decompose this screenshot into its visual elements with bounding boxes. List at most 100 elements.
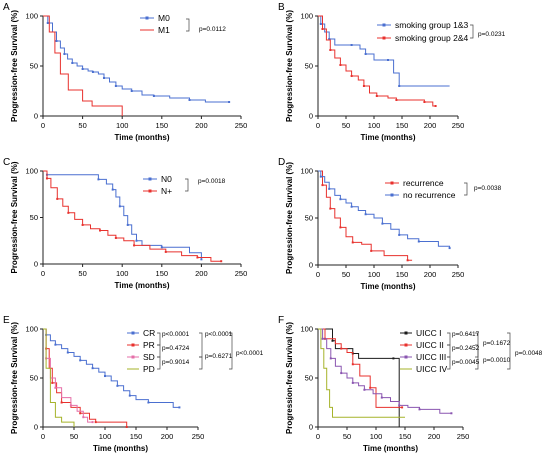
p-value-label: p=0.2452	[452, 345, 480, 352]
legend-label: recurrence	[403, 178, 444, 188]
panel-letter: B	[278, 2, 285, 13]
x-tick-label: 50	[70, 432, 78, 441]
censor-mark	[116, 384, 119, 387]
censor-mark	[118, 205, 121, 208]
censor-mark	[69, 404, 72, 407]
censor-mark	[82, 416, 85, 419]
legend-marker	[404, 343, 408, 347]
p-value-label: p<0.0001	[162, 331, 190, 338]
x-tick-label: 200	[424, 270, 437, 279]
legend-label: UICC I	[416, 328, 442, 338]
series-1-curve	[318, 328, 403, 408]
censor-mark	[130, 90, 133, 92]
censor-mark	[79, 412, 82, 415]
x-tick-label: 250	[452, 270, 465, 279]
censor-mark	[152, 95, 155, 97]
x-axis-title: Time (months)	[93, 444, 148, 453]
censor-mark	[362, 85, 365, 87]
censor-mark	[56, 197, 59, 200]
x-tick-label: 200	[161, 432, 174, 441]
p-value-bracket	[447, 356, 451, 370]
legend-label: smoking group 1&3	[395, 20, 469, 30]
p-value-label: p=0.0038	[474, 185, 502, 192]
censor-mark	[67, 211, 70, 214]
censor-mark	[321, 28, 324, 30]
censor-mark	[54, 343, 57, 346]
x-tick-label: 200	[195, 269, 208, 278]
censor-mark	[111, 188, 114, 191]
censor-mark	[328, 187, 331, 190]
x-tick-label: 150	[156, 269, 169, 278]
x-tick-label: 50	[78, 269, 86, 278]
censor-mark	[81, 68, 84, 70]
p-value-bracket	[229, 332, 233, 370]
censor-mark	[71, 62, 74, 64]
p-value-bracket	[470, 24, 474, 39]
censor-mark	[340, 372, 343, 375]
censor-mark	[370, 249, 373, 252]
censor-mark	[79, 359, 82, 362]
y-tick-label: 50	[30, 374, 38, 383]
legend-label: no recurrence	[403, 190, 456, 200]
x-tick-label: 0	[41, 121, 45, 130]
legend-label: PR	[143, 340, 155, 350]
censor-mark	[135, 239, 138, 242]
p-value-bracket	[447, 344, 451, 358]
censor-mark	[418, 408, 421, 411]
censor-mark	[160, 246, 163, 249]
censor-mark	[128, 394, 131, 397]
panel-letter: F	[278, 315, 284, 326]
y-tick-label: 100	[25, 325, 38, 334]
x-tick-label: 50	[342, 270, 350, 279]
x-tick-label: 50	[78, 121, 86, 130]
censor-mark	[350, 44, 353, 46]
panel-b: B 0 50 100 150 200 250 0 50 100 Time (months) Progr…	[278, 2, 506, 142]
y-tick-label: 0	[34, 260, 38, 269]
censor-mark	[450, 412, 453, 415]
p-value-bracket	[157, 344, 161, 358]
legend-marker	[131, 331, 135, 335]
y-tick-label: 50	[305, 62, 313, 71]
censor-mark	[45, 177, 48, 180]
p-value-label: p<0.0001	[205, 331, 233, 338]
censor-mark	[423, 101, 426, 103]
series-0-curve	[318, 170, 413, 261]
series-2-curve	[318, 328, 452, 414]
censor-mark	[351, 381, 354, 384]
censor-mark	[398, 233, 401, 236]
censor-mark	[99, 229, 102, 232]
x-tick-label: 250	[452, 121, 465, 130]
censor-mark	[448, 247, 451, 250]
legend-label: PD	[143, 364, 155, 374]
censor-mark	[380, 396, 383, 399]
x-tick-label: 100	[116, 269, 129, 278]
x-axis-title: Time (months)	[363, 444, 418, 453]
censor-mark	[178, 406, 181, 409]
censor-mark	[434, 105, 437, 107]
x-tick-label: 100	[370, 432, 383, 441]
censor-mark	[104, 375, 106, 378]
censor-mark	[339, 226, 342, 229]
legend-label: UICC II	[416, 340, 444, 350]
x-tick-label: 0	[41, 432, 45, 441]
censor-mark	[46, 22, 49, 24]
censor-mark	[321, 184, 324, 187]
legend-marker	[145, 16, 149, 20]
y-axis-title: Progression-free Survival (%)	[10, 10, 19, 122]
y-tick-label: 100	[25, 167, 38, 176]
y-tick-label: 0	[309, 423, 313, 432]
p-value-bracket	[464, 182, 468, 196]
censor-mark	[331, 339, 334, 342]
p-value-label: p=0.9014	[162, 359, 190, 366]
y-tick-label: 100	[300, 12, 313, 21]
p-value-label: p=0.0010	[483, 357, 511, 364]
censor-mark	[364, 53, 367, 55]
censor-mark	[97, 178, 100, 181]
legend-label: CR	[143, 328, 155, 338]
series-0-curve	[318, 328, 400, 427]
legend-marker	[148, 177, 152, 181]
x-axis-title: Time (months)	[361, 282, 416, 291]
x-tick-label: 100	[99, 432, 112, 441]
x-tick-label: 250	[192, 432, 205, 441]
x-tick-label: 200	[195, 121, 208, 130]
